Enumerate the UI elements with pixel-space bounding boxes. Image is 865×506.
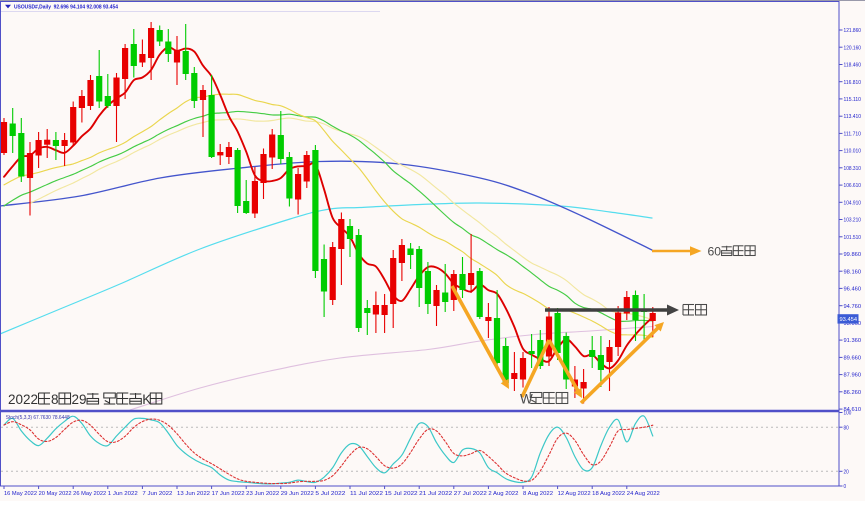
svg-text:1 Jun 2022: 1 Jun 2022 (108, 491, 138, 497)
svg-text:11 Jul 2022: 11 Jul 2022 (350, 491, 383, 497)
svg-text:84.610: 84.610 (844, 407, 862, 413)
svg-text:12 Aug 2022: 12 Aug 2022 (558, 491, 591, 497)
svg-text:87.960: 87.960 (844, 373, 862, 379)
svg-text:8: 8 (51, 392, 59, 407)
svg-text:29: 29 (72, 392, 87, 407)
svg-text:17 Jun 2022: 17 Jun 2022 (212, 491, 245, 497)
svg-text:93.060: 93.060 (844, 321, 862, 327)
svg-text:15 Jul 2022: 15 Jul 2022 (385, 491, 418, 497)
svg-text:99.860: 99.860 (844, 252, 862, 258)
svg-text:21 Jul 2022: 21 Jul 2022 (419, 491, 452, 497)
svg-text:93.454: 93.454 (840, 317, 858, 323)
svg-text:Stoch(5,3,3) 67.7630 78.6448: Stoch(5,3,3) 67.7630 78.6448 (6, 415, 70, 421)
svg-text:23 Jun 2022: 23 Jun 2022 (246, 491, 279, 497)
svg-text:20: 20 (844, 469, 849, 475)
svg-text:7 Jun 2022: 7 Jun 2022 (142, 491, 172, 497)
svg-text:29 Jun 2022: 29 Jun 2022 (281, 491, 314, 497)
svg-text:60: 60 (708, 245, 722, 259)
svg-text:110.010: 110.010 (844, 149, 862, 155)
svg-text:113.410: 113.410 (844, 114, 862, 120)
svg-text:27 Jul 2022: 27 Jul 2022 (454, 491, 487, 497)
svg-text:20 May 2022: 20 May 2022 (39, 491, 72, 497)
svg-text:18 Aug 2022: 18 Aug 2022 (592, 491, 625, 497)
svg-text:86.260: 86.260 (844, 390, 862, 396)
svg-text:98.160: 98.160 (844, 269, 862, 275)
svg-text:116.810: 116.810 (844, 80, 862, 86)
svg-text:103.210: 103.210 (844, 218, 862, 224)
svg-text:2022: 2022 (8, 392, 38, 407)
svg-text:121.860: 121.860 (844, 28, 862, 34)
svg-text:106.610: 106.610 (844, 183, 862, 189)
svg-text:24 Aug 2022: 24 Aug 2022 (627, 491, 660, 497)
svg-text:104.910: 104.910 (844, 200, 862, 206)
svg-text:94.760: 94.760 (844, 304, 862, 310)
svg-text:13 Jun 2022: 13 Jun 2022 (177, 491, 210, 497)
svg-text:111.710: 111.710 (844, 132, 862, 138)
svg-text:8 Aug 2022: 8 Aug 2022 (523, 491, 553, 497)
svg-text:118.460: 118.460 (844, 63, 862, 69)
svg-text:5 Jul 2022: 5 Jul 2022 (315, 491, 345, 497)
svg-text:W: W (520, 392, 533, 407)
svg-text:108.310: 108.310 (844, 166, 862, 172)
svg-text:2 Aug 2022: 2 Aug 2022 (488, 491, 518, 497)
svg-text:101.510: 101.510 (844, 235, 862, 241)
svg-text:0: 0 (844, 484, 847, 490)
svg-text:16 May 2022: 16 May 2022 (4, 491, 37, 497)
svg-text:USOUSD#,Daily 92.696 94.104 9: USOUSD#,Daily 92.696 94.104 92.008 93.45… (14, 5, 118, 11)
svg-text:K: K (142, 392, 151, 407)
svg-text:91.360: 91.360 (844, 338, 862, 344)
svg-text:80: 80 (844, 425, 849, 431)
svg-text:120.160: 120.160 (844, 45, 862, 51)
svg-text:26 May 2022: 26 May 2022 (73, 491, 106, 497)
svg-text:100: 100 (844, 411, 852, 417)
svg-text:96.460: 96.460 (844, 287, 862, 293)
svg-text:115.110: 115.110 (844, 97, 862, 103)
svg-text:89.660: 89.660 (844, 356, 862, 362)
